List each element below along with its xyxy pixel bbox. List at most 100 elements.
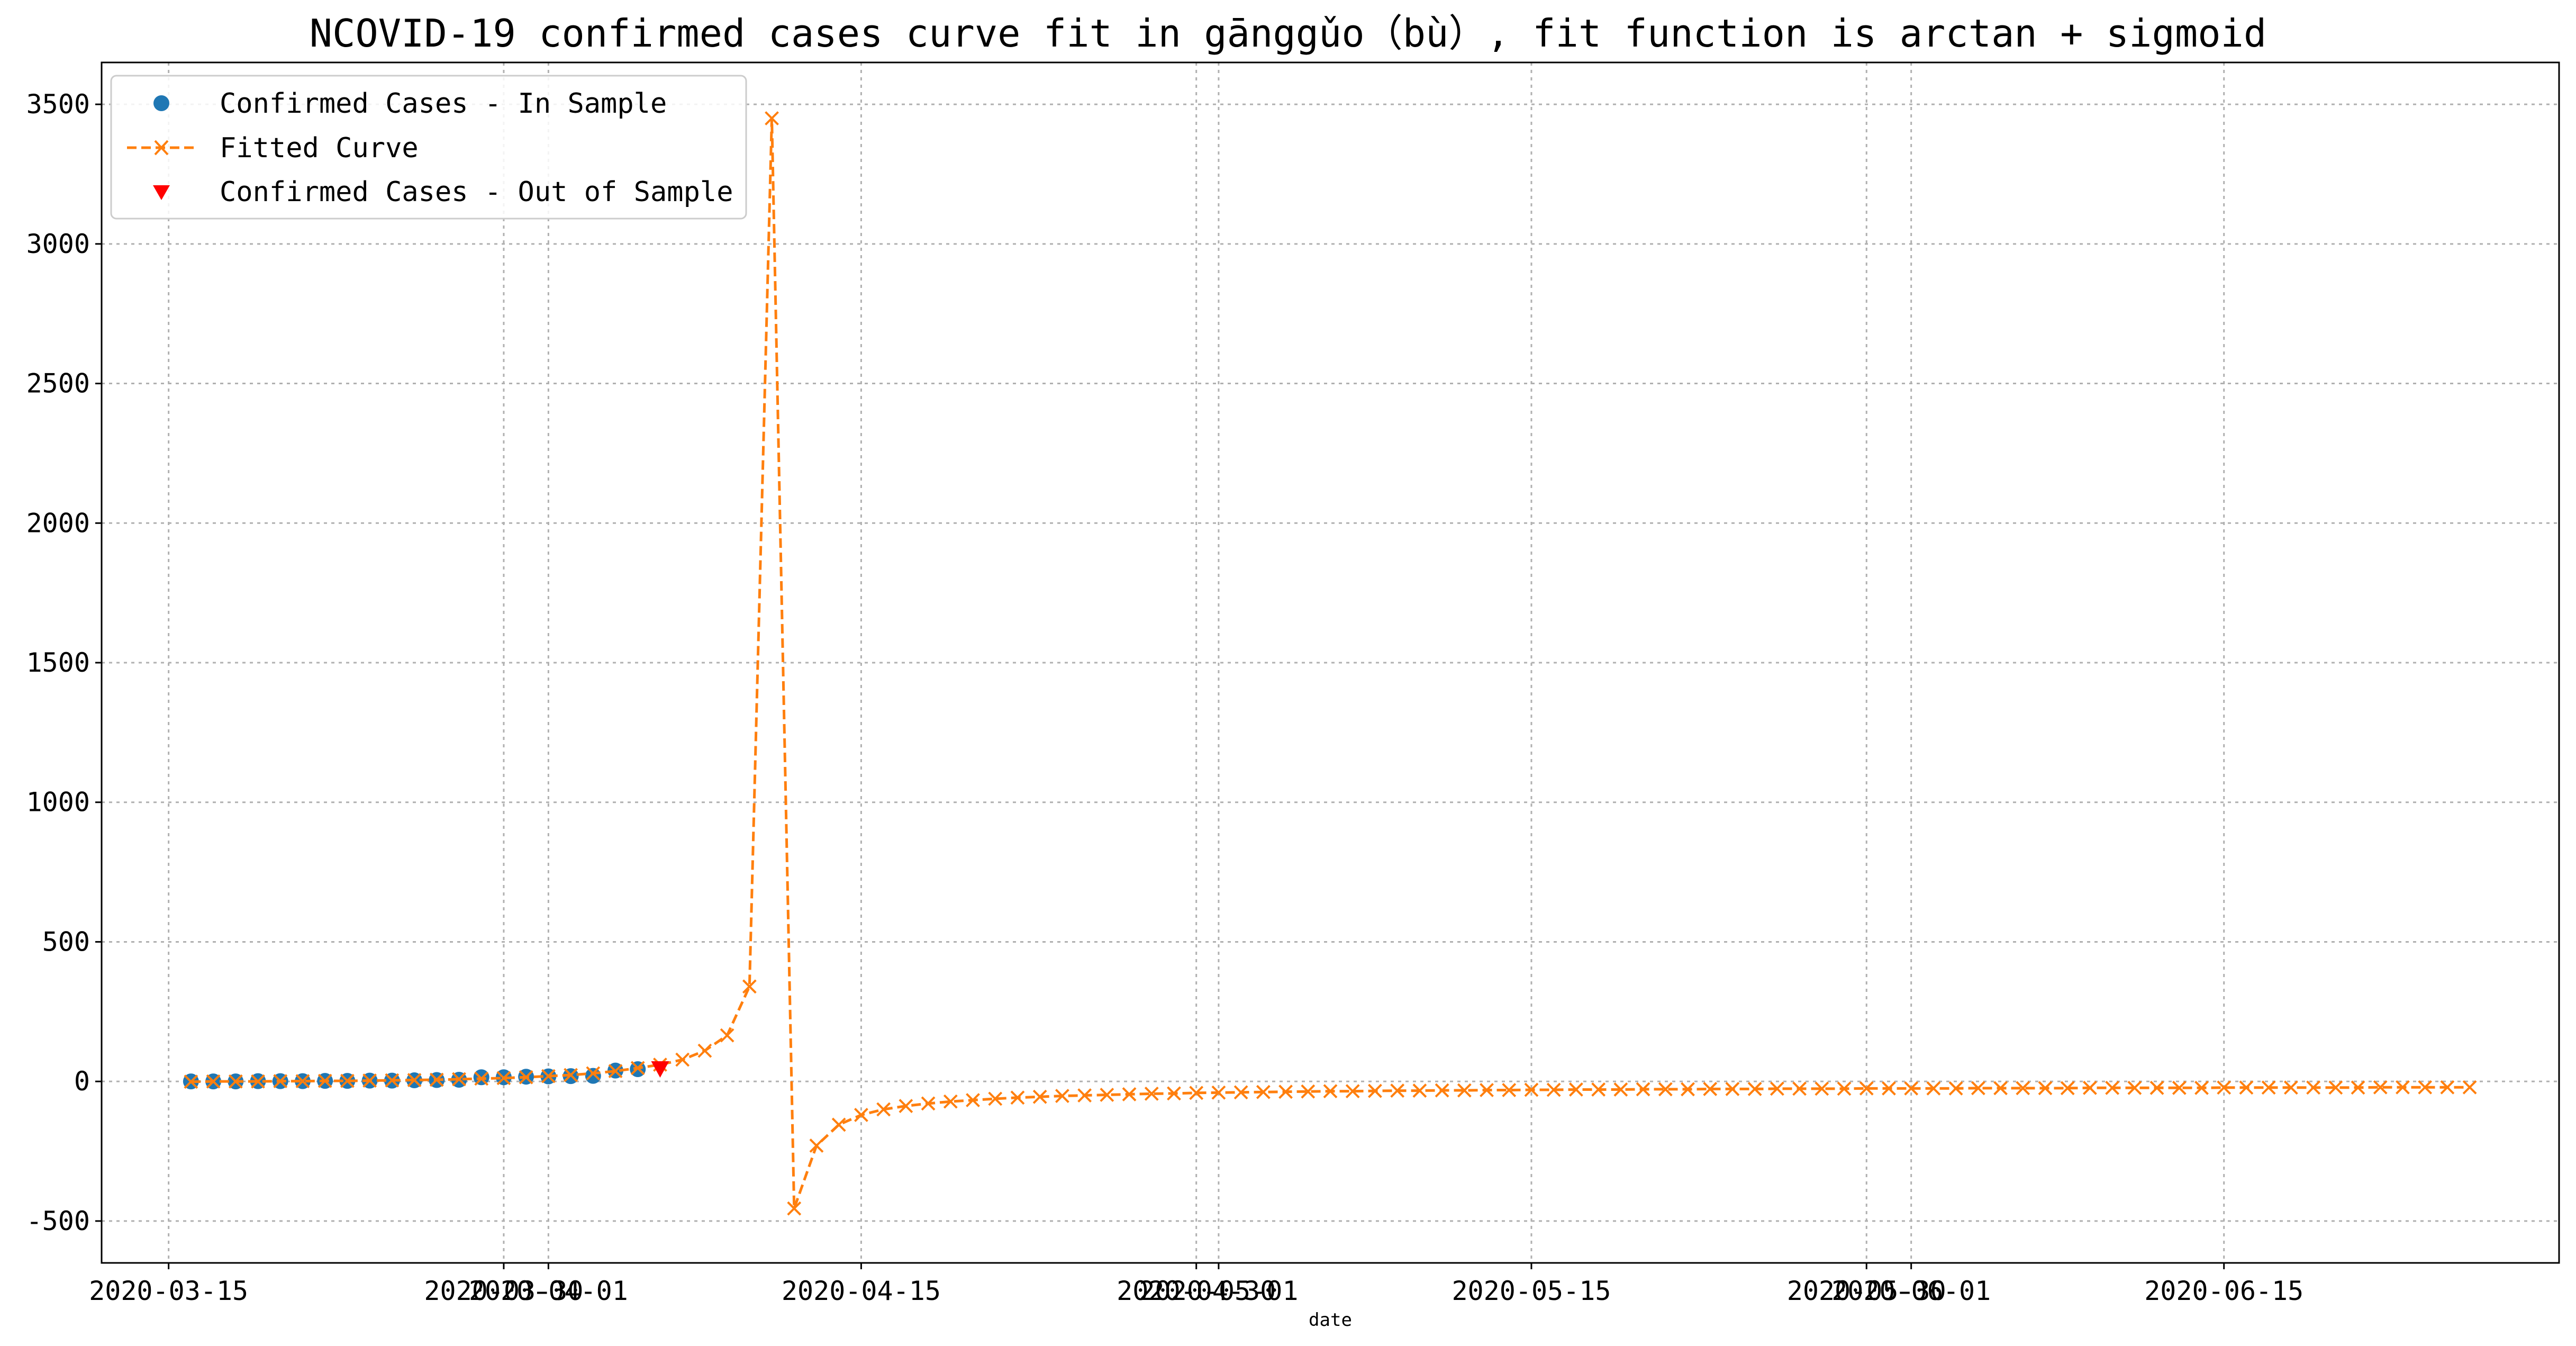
fitted-curve-point	[1032, 1089, 1047, 1104]
fitted-curve-point	[228, 1074, 243, 1089]
fitted-curve-point	[2038, 1081, 2053, 1096]
fitted-curve-point	[407, 1073, 422, 1087]
fitted-curve-point	[1815, 1081, 1829, 1096]
fitted-curve-point	[943, 1094, 958, 1109]
x-tick-label: 2020-06-01	[1831, 1276, 1991, 1306]
fitted-curve-point	[675, 1052, 690, 1067]
fitted-curve-point	[1971, 1081, 1985, 1096]
in-sample-point	[585, 1068, 601, 1084]
fitted-curve-point	[452, 1072, 466, 1087]
fitted-curve-point	[1524, 1082, 1539, 1097]
fitted-curve-point	[2396, 1080, 2410, 1095]
fitted-curve-point	[2328, 1080, 2343, 1095]
plot-frame	[101, 61, 2560, 1264]
x-tick-label: 2020-04-01	[469, 1276, 628, 1306]
fitted-curve-point	[854, 1108, 868, 1122]
fitted-curve-point	[2462, 1080, 2477, 1095]
fitted-curve-point	[496, 1071, 511, 1086]
fitted-curve-point	[1568, 1082, 1583, 1097]
fitted-curve-point	[1703, 1081, 1718, 1096]
fitted-curve-point	[2418, 1080, 2433, 1095]
y-tick-label: 500	[42, 926, 90, 957]
fitted-curve-point	[2217, 1080, 2232, 1095]
fitted-curve-point	[988, 1091, 1003, 1106]
fitted-curve-point	[2083, 1080, 2097, 1095]
fitted-curve-point	[1323, 1084, 1338, 1099]
fitted-curve-point	[921, 1096, 936, 1111]
fitted-curve-point	[787, 1201, 802, 1216]
fitted-curve-point	[2127, 1080, 2142, 1095]
y-tick-label: 2000	[26, 508, 90, 538]
fitted-curve-point	[1412, 1083, 1427, 1098]
fitted-curve-point	[1100, 1088, 1114, 1102]
x-axis-label: date	[1309, 1309, 1352, 1331]
fitted-curve-point	[1077, 1088, 1092, 1103]
fitted-curve-point	[966, 1093, 980, 1107]
fitted-curve-point	[251, 1074, 265, 1089]
x-tick-label: 2020-06-15	[2144, 1276, 2303, 1306]
y-tick-label: 2500	[26, 368, 90, 399]
fitted-curve-point	[809, 1139, 824, 1153]
fitted-curve-point	[1993, 1081, 2008, 1096]
x-tick-label: 2020-03-15	[89, 1276, 248, 1306]
fitted-curve-point	[2105, 1080, 2120, 1095]
fitted-curve-point	[340, 1073, 355, 1088]
fitted-curve-point	[362, 1073, 377, 1088]
fitted-curve-point	[1747, 1081, 1762, 1096]
legend: Confirmed Cases - In Sample Fitted Curve…	[110, 75, 747, 220]
fitted-curve-point	[564, 1068, 578, 1082]
fitted-curve-point	[1167, 1086, 1181, 1101]
fitted-curve-point	[2239, 1080, 2254, 1095]
fitted-curve-point	[2351, 1080, 2365, 1095]
fitted-curve-point	[1278, 1085, 1293, 1099]
x-tick-label: 2020-05-30	[1787, 1276, 1946, 1306]
fitted-curve-point	[586, 1066, 601, 1081]
fitted-curve-point	[1904, 1081, 1919, 1096]
fitted-curve-point	[1725, 1081, 1740, 1096]
fitted-curve-point	[1658, 1082, 1673, 1097]
fitted-curve-point	[541, 1069, 556, 1083]
fitted-curve-point	[1859, 1081, 1874, 1096]
fitted-curve-point	[720, 1028, 734, 1043]
fitted-curve-point	[1792, 1081, 1807, 1096]
fitted-curve-point	[2261, 1080, 2276, 1095]
x-tick-label: 2020-03-30	[424, 1276, 583, 1306]
legend-marker-out-of-sample	[153, 185, 170, 200]
fitted-curve-point	[519, 1070, 533, 1085]
out-of-sample-point	[651, 1061, 669, 1078]
fitted-curve-point	[184, 1074, 198, 1089]
fitted-curve-point	[1211, 1085, 1226, 1100]
fitted-curve-point	[1390, 1083, 1405, 1098]
fitted-curve-point	[1345, 1084, 1360, 1099]
fitted-curve-point	[1882, 1081, 1896, 1096]
fitted-curve-point	[2283, 1080, 2298, 1095]
fitted-curve-point	[1435, 1083, 1449, 1098]
fitted-curve-point	[1837, 1081, 1852, 1096]
fitted-curve-point	[2149, 1080, 2164, 1095]
fitted-curve-point	[899, 1099, 913, 1113]
fitted-curve-point	[608, 1064, 623, 1079]
fitted-curve-point	[1770, 1081, 1784, 1096]
legend-label-in-sample: Confirmed Cases - In Sample	[220, 88, 667, 120]
fitted-curve-point	[1948, 1081, 1963, 1096]
legend-marker-fitted	[127, 140, 196, 156]
fitted-curve-point	[1189, 1086, 1204, 1100]
fitted-curve-point	[206, 1074, 221, 1089]
fitted-curve-point	[876, 1102, 891, 1117]
fitted-curve-point	[273, 1074, 288, 1089]
series-layer	[183, 111, 2477, 1216]
fitted-curve-point	[2172, 1080, 2187, 1095]
fitted-curve-point	[318, 1073, 332, 1088]
legend-marker-in-sample	[153, 95, 169, 111]
fitted-curve-point	[1010, 1090, 1025, 1105]
fitted-curve-point	[2194, 1080, 2209, 1095]
fitted-curve-point	[1122, 1087, 1137, 1101]
fitted-curve-point	[2440, 1080, 2455, 1095]
fitted-curve-point	[2016, 1081, 2030, 1096]
y-tick-label: 1500	[26, 647, 90, 678]
y-tick-label: 0	[74, 1066, 90, 1097]
fitted-curve-point	[1502, 1083, 1517, 1097]
grid-layer	[102, 62, 2559, 1263]
